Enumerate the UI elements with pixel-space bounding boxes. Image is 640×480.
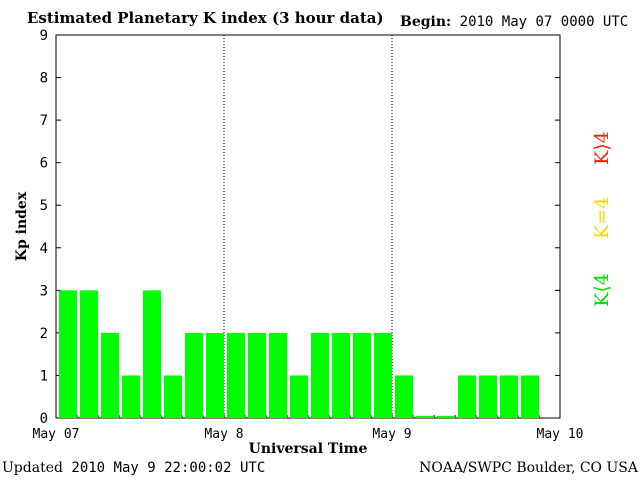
y-tick-label: 3: [40, 283, 48, 299]
x-tick-label: May 9: [372, 427, 411, 442]
y-tick-label: 6: [40, 156, 48, 172]
updated-value: 2010 May 9 22:00:02 UTC: [71, 460, 266, 476]
kp-bar: [164, 375, 182, 418]
y-tick-label: 0: [40, 411, 48, 427]
y-axis-label: Kp index: [14, 191, 30, 261]
kp-bar: [185, 332, 203, 418]
y-tick-label: 9: [40, 28, 48, 44]
kp-bar: [290, 375, 308, 418]
kp-bar: [353, 332, 371, 418]
legend-entry: K⟩4: [591, 131, 613, 165]
kp-bar: [500, 375, 518, 418]
plot-frame: [55, 34, 561, 419]
kp-bar: [80, 290, 98, 418]
y-tick-label: 4: [40, 241, 48, 257]
legend-entry: K=4: [591, 197, 613, 239]
kp-bar: [206, 332, 224, 418]
updated-info: Updated 2010 May 9 22:00:02 UTC: [2, 460, 265, 476]
x-tick-label: May 8: [204, 427, 243, 442]
kp-bar: [395, 375, 413, 418]
kp-bar: [59, 290, 77, 418]
y-tick-label: 7: [40, 113, 48, 129]
y-tick-label: 8: [40, 71, 48, 87]
x-axis-label: Universal Time: [249, 441, 368, 457]
kp-bar: [332, 332, 350, 418]
kp-bar: [458, 375, 476, 418]
y-tick-label: 5: [40, 198, 48, 214]
kp-bar: [437, 415, 455, 418]
kp-bar: [311, 332, 329, 418]
kp-bar: [374, 332, 392, 418]
kp-bar: [248, 332, 266, 418]
begin-value: 2010 May 07 0000 UTC: [459, 14, 629, 30]
source-credit: NOAA/SWPC Boulder, CO USA: [419, 460, 638, 476]
begin-label: Begin:: [400, 14, 452, 30]
x-tick-label: May 10: [537, 427, 584, 442]
kp-bar: [227, 332, 245, 418]
kp-bar: [521, 375, 539, 418]
kp-bar: [143, 290, 161, 418]
updated-label: Updated: [2, 460, 63, 476]
kp-bar: [122, 375, 140, 418]
y-tick-label: 2: [40, 326, 48, 342]
x-tick-label: May 07: [33, 427, 80, 442]
legend-entry: K⟨4: [591, 273, 613, 307]
begin-info: Begin: 2010 May 07 0000 UTC: [400, 14, 628, 30]
kp-bar: [101, 332, 119, 418]
chart-title: Estimated Planetary K index (3 hour data…: [27, 9, 384, 27]
y-tick-label: 1: [40, 368, 48, 384]
kp-bar: [479, 375, 497, 418]
kp-bar: [269, 332, 287, 418]
kp-bar: [416, 415, 434, 418]
